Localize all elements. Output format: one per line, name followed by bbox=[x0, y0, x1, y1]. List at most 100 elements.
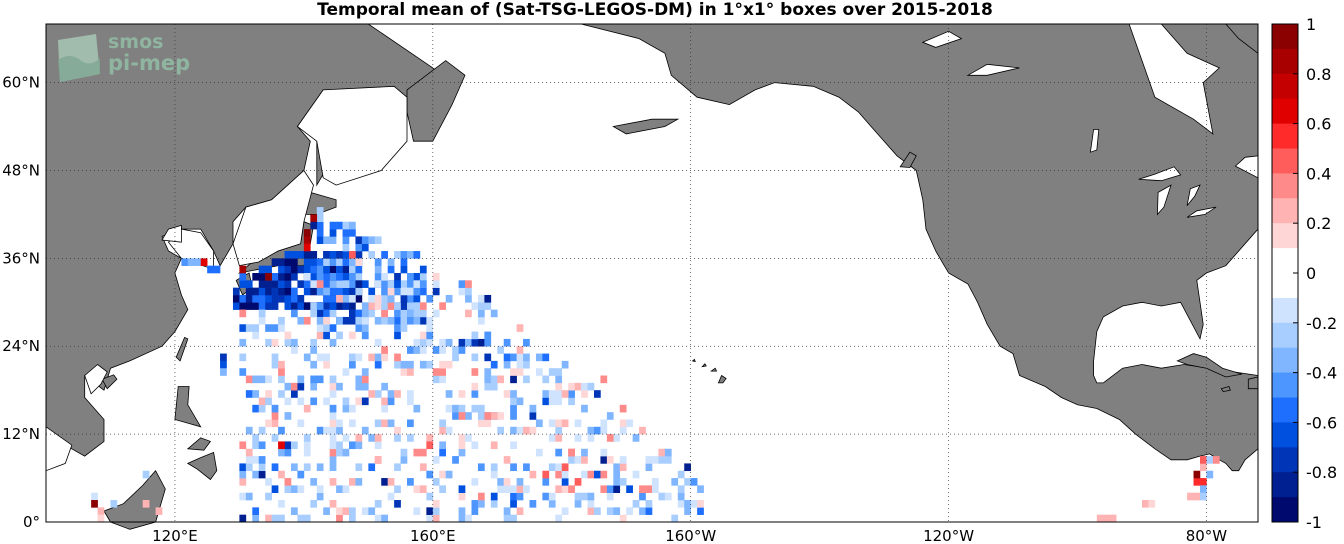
great-slave bbox=[966, 63, 1020, 76]
difference-cell bbox=[561, 419, 569, 428]
difference-cell bbox=[329, 426, 337, 435]
difference-cell bbox=[426, 514, 434, 523]
difference-cell bbox=[342, 434, 350, 442]
difference-cell bbox=[342, 316, 350, 325]
difference-cell bbox=[400, 316, 408, 325]
difference-cell bbox=[613, 434, 621, 442]
difference-cell bbox=[310, 221, 318, 230]
hainan bbox=[101, 374, 118, 390]
difference-cell bbox=[303, 273, 311, 281]
difference-cell bbox=[258, 265, 266, 274]
difference-cell bbox=[555, 514, 563, 523]
difference-cell bbox=[626, 507, 633, 515]
difference-cell bbox=[529, 470, 537, 479]
difference-cell bbox=[419, 302, 427, 310]
difference-cell bbox=[600, 426, 608, 435]
difference-cell bbox=[381, 287, 388, 296]
difference-cell bbox=[368, 463, 376, 472]
difference-cell bbox=[374, 265, 382, 274]
difference-cell bbox=[278, 287, 285, 296]
difference-cell bbox=[465, 294, 472, 303]
difference-cell bbox=[677, 492, 685, 501]
difference-cell bbox=[548, 492, 556, 501]
difference-cell bbox=[381, 302, 388, 310]
sea-of-okhotsk bbox=[296, 85, 408, 186]
colorbar-swatch bbox=[1272, 472, 1298, 498]
difference-cell bbox=[484, 331, 492, 340]
difference-cell bbox=[342, 229, 350, 237]
difference-cell bbox=[574, 500, 582, 508]
difference-cell bbox=[400, 324, 408, 332]
x-tick-label: 80°W bbox=[1186, 527, 1228, 544]
difference-cell bbox=[245, 426, 253, 435]
difference-cell bbox=[329, 302, 337, 310]
difference-cell bbox=[471, 382, 479, 391]
difference-cell bbox=[239, 368, 247, 376]
difference-cell bbox=[323, 287, 330, 296]
difference-cell bbox=[426, 338, 434, 347]
colorbar-tick-label: 0.4 bbox=[1306, 164, 1331, 183]
difference-cell bbox=[516, 368, 524, 376]
difference-cell bbox=[484, 353, 492, 362]
difference-cell bbox=[490, 500, 498, 508]
difference-cell bbox=[342, 265, 350, 274]
difference-cell bbox=[278, 316, 285, 325]
difference-cell bbox=[329, 309, 337, 318]
difference-cell bbox=[355, 287, 363, 296]
difference-cell bbox=[284, 412, 292, 420]
difference-cell bbox=[465, 412, 472, 420]
difference-cell bbox=[1199, 478, 1207, 486]
difference-cell bbox=[419, 485, 427, 493]
difference-cell bbox=[278, 470, 285, 479]
difference-cell bbox=[510, 492, 517, 501]
difference-cell bbox=[542, 390, 550, 398]
difference-cell bbox=[310, 258, 318, 266]
difference-cell bbox=[568, 448, 575, 457]
difference-cell bbox=[516, 478, 524, 486]
difference-cell bbox=[619, 514, 627, 523]
difference-cell bbox=[503, 514, 511, 523]
difference-cell bbox=[471, 390, 479, 398]
difference-cell bbox=[477, 404, 485, 413]
difference-cell bbox=[316, 324, 324, 332]
difference-cell bbox=[316, 375, 324, 384]
difference-cell bbox=[413, 507, 421, 515]
difference-cell bbox=[271, 302, 279, 310]
difference-cell bbox=[471, 478, 479, 486]
difference-cell bbox=[303, 404, 311, 413]
difference-cell bbox=[465, 287, 472, 296]
difference-cell bbox=[252, 375, 260, 384]
difference-cell bbox=[310, 280, 318, 288]
difference-cell bbox=[278, 294, 285, 303]
difference-cell bbox=[329, 456, 337, 464]
difference-cell bbox=[155, 507, 163, 515]
difference-cell bbox=[400, 251, 408, 259]
difference-cell bbox=[220, 353, 227, 362]
difference-cell bbox=[239, 302, 247, 310]
difference-cell bbox=[658, 492, 666, 501]
colorbar-swatch bbox=[1272, 198, 1298, 224]
difference-cell bbox=[645, 463, 653, 472]
difference-cell bbox=[303, 287, 311, 296]
difference-cell bbox=[245, 324, 253, 332]
difference-cell bbox=[613, 470, 621, 479]
difference-cell bbox=[400, 265, 408, 274]
difference-cell bbox=[374, 419, 382, 428]
difference-cell bbox=[458, 507, 466, 515]
difference-cell bbox=[265, 294, 272, 303]
difference-cell bbox=[606, 434, 614, 442]
difference-cell bbox=[290, 390, 298, 398]
lake-huron bbox=[1186, 184, 1201, 206]
difference-cell bbox=[252, 456, 260, 464]
difference-cell bbox=[278, 368, 285, 376]
lake-erie bbox=[1186, 206, 1217, 218]
difference-cell bbox=[310, 500, 318, 508]
difference-cell bbox=[477, 419, 485, 428]
difference-cell bbox=[568, 485, 575, 493]
difference-cell bbox=[387, 280, 395, 288]
difference-cell bbox=[490, 441, 498, 450]
difference-cell bbox=[361, 382, 369, 391]
difference-cell bbox=[484, 375, 492, 384]
difference-cell bbox=[458, 441, 466, 450]
difference-cell bbox=[394, 280, 401, 288]
